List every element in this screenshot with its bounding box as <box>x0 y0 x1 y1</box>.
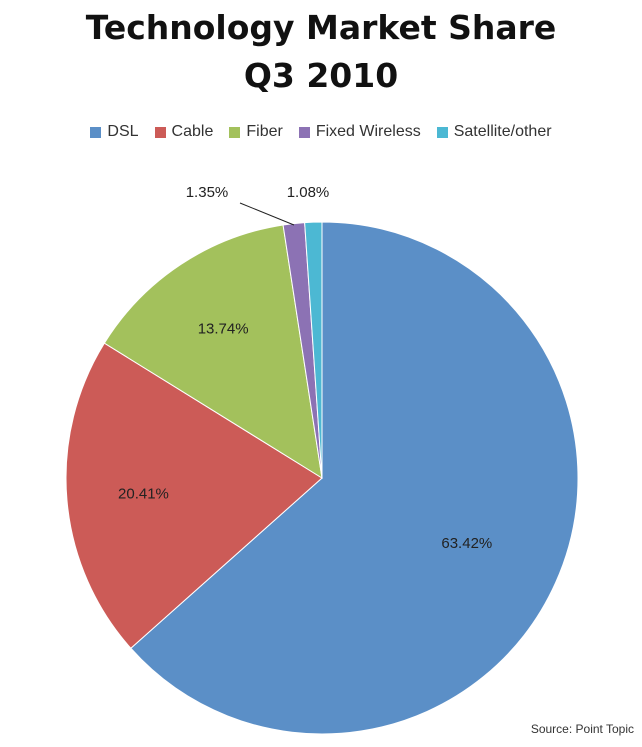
legend-swatch-satellite-other <box>436 126 448 138</box>
legend-item-fixed-wireless: Fixed Wireless <box>298 123 421 141</box>
pie-slices <box>65 221 579 735</box>
data-label-fiber: 13.74% <box>198 321 249 338</box>
pie-slice-fiber <box>103 224 323 479</box>
leader-line-fixed-wireless <box>239 202 295 226</box>
chart-title-line-2: Q3 2010 <box>243 56 399 95</box>
chart-legend: DSL Cable Fiber Fixed Wireless Satellite… <box>0 123 642 141</box>
legend-swatch-dsl <box>90 126 102 138</box>
legend-label-cable: Cable <box>171 123 214 140</box>
data-label-satellite-other: 1.08% <box>287 184 330 201</box>
pie-slice-cable <box>65 342 323 649</box>
legend-swatch-fixed-wireless <box>298 126 310 138</box>
source-note: Source: Point Topic <box>530 722 634 736</box>
data-label-dsl: 63.42% <box>441 535 492 552</box>
data-label-fixed-wireless: 1.35% <box>186 184 229 201</box>
legend-item-satellite-other: Satellite/other <box>436 123 552 141</box>
pie-data-labels: 63.42% 20.41% 13.74% 1.35% 1.08% <box>118 184 492 552</box>
chart-title-line-1: Technology Market Share <box>85 8 557 47</box>
pie-slice-satellite-other <box>304 221 323 479</box>
legend-item-cable: Cable <box>154 123 214 141</box>
pie-slice-dsl <box>130 221 579 735</box>
legend-swatch-fiber <box>229 126 241 138</box>
legend-label-satellite-other: Satellite/other <box>453 123 552 140</box>
legend-label-fiber: Fiber <box>246 123 283 140</box>
chart-title: Technology Market Share Q3 2010 <box>0 4 642 100</box>
legend-item-dsl: DSL <box>90 123 139 141</box>
legend-swatch-cable <box>154 126 166 138</box>
legend-label-fixed-wireless: Fixed Wireless <box>315 123 421 140</box>
legend-label-dsl: DSL <box>107 123 139 140</box>
pie-leader-lines <box>239 202 295 226</box>
data-label-cable: 20.41% <box>118 485 169 502</box>
legend-item-fiber: Fiber <box>229 123 283 141</box>
